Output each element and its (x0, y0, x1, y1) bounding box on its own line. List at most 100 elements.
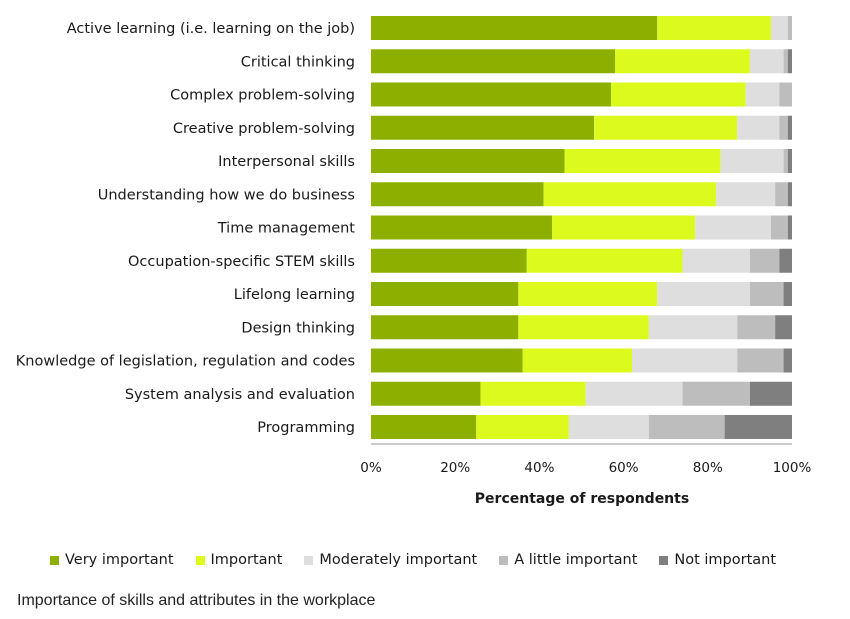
legend-item: Not important (659, 552, 776, 568)
bar-segment (783, 282, 792, 306)
category-label: Understanding how we do business (98, 187, 355, 203)
bar-segment (371, 415, 477, 439)
bar-segment (745, 82, 780, 107)
bar-segment (720, 149, 784, 173)
bar-segment (749, 248, 780, 273)
x-tick-label: 100% (773, 460, 812, 476)
bar-segment (371, 248, 527, 273)
legend-swatch (50, 555, 59, 565)
legend-label: Not important (674, 552, 777, 568)
x-tick-label: 40% (524, 460, 554, 476)
category-label: System analysis and evaluation (125, 387, 355, 403)
bar-segment (775, 315, 792, 340)
bar-segment (749, 49, 784, 74)
legend-swatch (659, 555, 669, 565)
bar-segment (787, 115, 792, 140)
bar-segment (526, 248, 683, 273)
category-label: Complex problem-solving (170, 88, 355, 104)
bar-segment (775, 182, 788, 207)
bar-segment (371, 16, 658, 40)
bar-segment (522, 348, 633, 373)
legend-label: Very important (65, 552, 174, 568)
x-tick-label: 0% (360, 460, 382, 476)
category-label: Time management (217, 221, 356, 237)
bar-segment (594, 115, 738, 140)
bar-segment (371, 348, 523, 373)
category-label: Programming (257, 420, 355, 436)
legend-label: Moderately important (319, 552, 478, 568)
bar-segment (610, 82, 746, 107)
bar-segment (695, 215, 771, 240)
bar-segment (716, 182, 776, 207)
bar-segment (585, 381, 683, 406)
bar-segment (518, 282, 658, 306)
bar-segment (724, 415, 792, 439)
bar-segment (615, 49, 750, 74)
bar-segment (737, 315, 776, 340)
legend-label: A little important (514, 552, 638, 568)
category-label: Knowledge of legislation, regulation and… (16, 354, 355, 370)
stacked-bar-chart: Active learning (i.e. learning on the jo… (16, 16, 812, 507)
bar-segment (371, 115, 595, 140)
bar-segment (682, 248, 750, 273)
bar-segment (371, 82, 611, 107)
legend-swatch (195, 555, 205, 565)
bar-segment (480, 381, 586, 406)
bar-segment (787, 49, 792, 74)
bar-segment (749, 282, 784, 306)
legend-item: Moderately important (304, 552, 477, 568)
category-label: Critical thinking (241, 54, 355, 70)
bar-segment (371, 215, 553, 240)
x-axis-title: Percentage of respondents (475, 491, 689, 507)
category-label: Design thinking (241, 320, 355, 336)
legend-label: Important (210, 552, 283, 568)
bar-segment (737, 348, 784, 373)
bar-segment (371, 49, 616, 74)
bar-segment (787, 16, 792, 40)
bar-segment (371, 282, 519, 306)
category-label: Lifelong learning (234, 287, 355, 303)
bar-segment (648, 415, 725, 439)
bar-segment (657, 16, 771, 40)
bar-segment (657, 282, 750, 306)
category-label: Active learning (i.e. learning on the jo… (67, 21, 355, 37)
bar-segment (787, 182, 792, 207)
bar-segment (476, 415, 569, 439)
bar-segment (749, 381, 792, 406)
legend-swatch (499, 555, 509, 565)
chart-legend: Very important Important Moderately import… (50, 549, 798, 571)
bar-segment (371, 182, 544, 207)
bar-segment (648, 315, 738, 340)
bar-segment (783, 348, 792, 373)
legend-item: Very important (50, 552, 174, 568)
bar-segment (737, 115, 780, 140)
bar-segment (632, 348, 738, 373)
legend-swatch (304, 555, 314, 565)
x-tick-label: 20% (440, 460, 470, 476)
bar-segment (371, 149, 565, 173)
x-tick-label: 80% (693, 460, 723, 476)
bar-segment (779, 82, 792, 107)
bar-segment (783, 49, 788, 74)
bar-segment (783, 149, 788, 173)
category-label: Creative problem-solving (173, 121, 355, 137)
category-label: Interpersonal skills (218, 154, 355, 170)
bar-segment (787, 149, 792, 173)
bar-segment (779, 248, 792, 273)
legend-item: Important (195, 552, 283, 568)
bar-segment (568, 415, 649, 439)
bar-segment (371, 315, 519, 340)
category-label: Occupation-specific STEM skills (128, 254, 355, 270)
bar-segment (543, 182, 717, 207)
bar-segment (770, 16, 788, 40)
bar-segment (682, 381, 750, 406)
x-tick-label: 60% (609, 460, 639, 476)
legend-item: A little important (499, 552, 637, 568)
bar-segment (552, 215, 696, 240)
bar-segment (787, 215, 792, 240)
bar-segment (770, 215, 788, 240)
bar-segment (518, 315, 649, 340)
bar-segment (371, 381, 481, 406)
bar-segment (779, 115, 788, 140)
